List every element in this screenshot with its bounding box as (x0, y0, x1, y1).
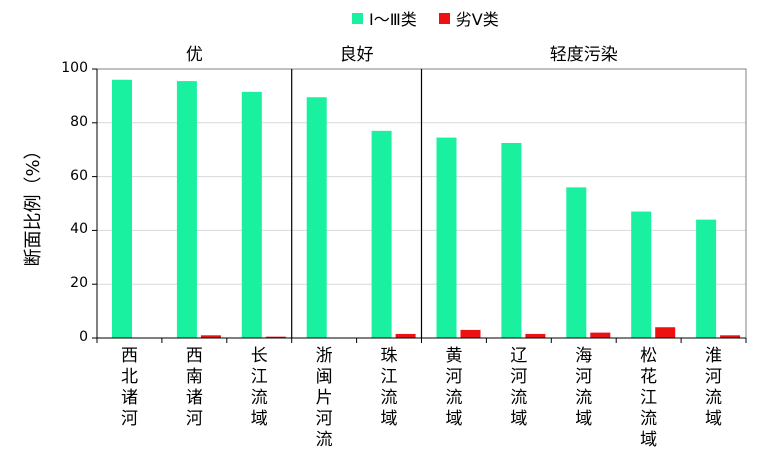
x-tick-label-2: 长江流域 (250, 346, 268, 429)
x-tick-label-7: 海河流域 (575, 346, 593, 429)
group-label-1: 良好 (339, 45, 374, 65)
bar-good-4 (371, 130, 392, 338)
y-tick-label-0: 0 (79, 329, 88, 345)
bar-poor-6 (525, 333, 546, 338)
legend: Ⅰ～Ⅲ类 劣Ⅴ类 (352, 6, 521, 30)
bar-poor-2 (265, 336, 286, 338)
y-tick-label-100: 100 (61, 60, 88, 76)
bar-poor-1 (200, 335, 221, 338)
bar-good-9 (696, 219, 717, 338)
group-label-2: 轻度污染 (549, 45, 618, 65)
bars (112, 79, 741, 339)
bar-good-1 (176, 81, 197, 338)
x-tick-label-4: 珠江流域 (380, 346, 398, 429)
bar-good-3 (306, 97, 327, 339)
y-tick-label-40: 40 (70, 221, 88, 238)
group-label-0: 优 (185, 45, 203, 65)
legend-item-poor: 劣Ⅴ类 (438, 6, 499, 30)
bar-good-0 (112, 79, 132, 338)
y-axis-label: 断面比例（%） (23, 141, 44, 267)
x-tick-label-1: 西南诸河 (185, 346, 203, 429)
bar-poor-7 (590, 332, 611, 338)
y-tick-label-20: 20 (70, 275, 88, 292)
bar-good-7 (566, 187, 587, 338)
plot-frame (92, 68, 747, 343)
bar-good-6 (501, 142, 522, 338)
legend-swatch-poor (438, 12, 450, 24)
x-tick-label-6: 辽河流域 (510, 346, 528, 429)
bar-good-8 (631, 211, 652, 338)
legend-label-poor: 劣Ⅴ类 (455, 10, 499, 29)
x-tick-label-9: 淮河流域 (705, 346, 723, 429)
bar-good-2 (241, 91, 262, 339)
legend-label-good: Ⅰ～Ⅲ类 (369, 10, 417, 29)
bar-poor-4 (395, 333, 416, 338)
bar-poor-5 (460, 329, 481, 338)
legend-swatch-good (352, 12, 363, 24)
y-tick-label-80: 80 (70, 113, 88, 130)
y-tick-label-60: 60 (70, 167, 88, 184)
bar-good-5 (436, 137, 457, 338)
x-tick-label-8: 松花江流域 (640, 346, 658, 450)
x-tick-label-5: 黄河流域 (445, 346, 463, 429)
x-tick-label-3: 浙闽片河流 (315, 346, 333, 450)
bar-poor-8 (655, 327, 676, 338)
bar-poor-9 (720, 335, 741, 338)
x-tick-label-0: 西北诸河 (120, 346, 138, 429)
legend-item-good: Ⅰ～Ⅲ类 (352, 6, 417, 30)
